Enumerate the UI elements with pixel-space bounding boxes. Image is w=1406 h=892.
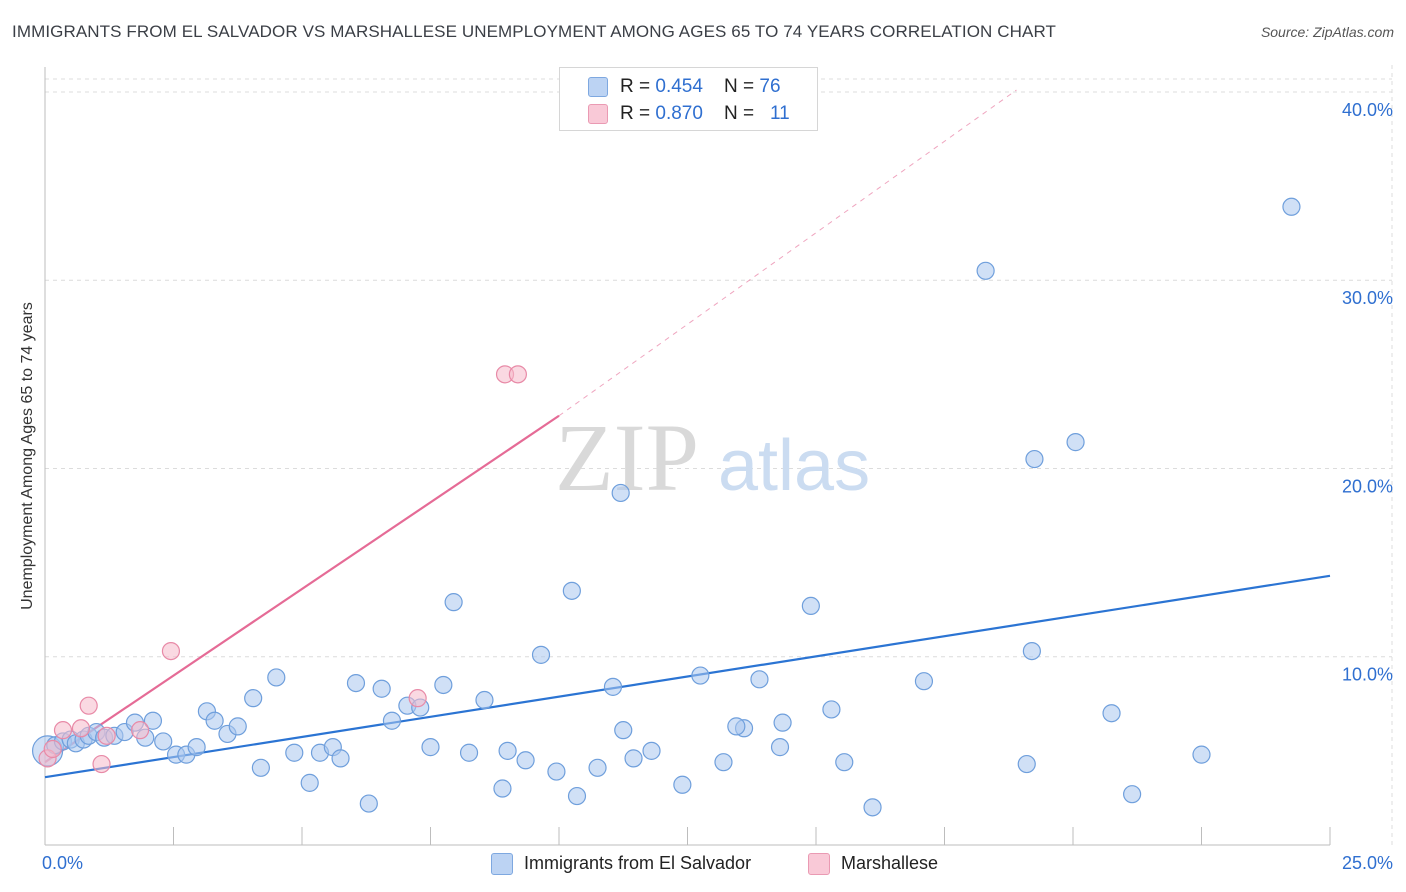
watermark: ZIP atlas [555,404,870,511]
point-el-salvador [251,758,270,777]
point-el-salvador [567,786,587,806]
scatter-points [31,197,1301,817]
point-el-salvador [1025,449,1044,469]
point-el-salvador [382,711,402,730]
bottom-legend-label: Marshallese [841,853,939,873]
axes [44,67,1331,846]
trend-line-el-salvador [44,574,1331,779]
bottom-legend-swatch-blue [491,853,513,875]
point-marshallese [130,721,150,740]
legend-swatch-pink [588,104,608,124]
point-marshallese [79,696,98,715]
point-el-salvador [516,751,535,770]
point-el-salvador [914,672,934,691]
point-marshallese [71,719,91,738]
legend-n-label: N = [724,76,760,97]
point-el-salvador [205,711,224,730]
legend-r-value: 0.454 [655,76,703,97]
chart-title: IMMIGRANTS FROM EL SALVADOR VS MARSHALLE… [12,22,1057,41]
bottom-legend-swatch-pink [808,853,830,875]
point-el-salvador [611,483,630,503]
point-el-salvador [822,700,841,719]
y-tick-label: 30.0% [1342,288,1393,308]
y-tick-label: 10.0% [1342,665,1393,685]
trend-line-marshallese [44,414,560,764]
point-el-salvador [228,717,247,736]
point-el-salvador [267,668,286,687]
point-el-salvador [727,717,746,736]
point-el-salvador [498,741,517,760]
point-el-salvador [673,775,692,794]
point-el-salvador [1192,745,1211,764]
point-el-salvador [1017,754,1036,774]
point-marshallese [161,641,181,661]
point-marshallese [92,754,111,774]
point-el-salvador [143,711,163,730]
point-el-salvador [835,753,854,772]
trend-lines [44,89,1331,779]
point-el-salvador [346,673,366,693]
point-el-salvador [976,261,995,280]
point-el-salvador [691,666,710,685]
x-tick-label: 25.0% [1342,853,1393,873]
point-el-salvador [154,732,173,751]
watermark-atlas: atlas [718,426,870,506]
point-el-salvador [801,596,820,616]
y-tick-label: 40.0% [1342,100,1393,120]
legend-n-value: 11 [769,103,790,124]
point-el-salvador [624,749,643,768]
legend-swatch-blue [588,77,608,97]
tick-labels: 10.0% 20.0% 30.0% 40.0% 0.0% 25.0% [42,100,1393,873]
point-marshallese [53,721,73,740]
point-el-salvador [614,721,633,740]
point-marshallese [508,365,527,384]
point-el-salvador [531,645,551,664]
point-el-salvador [603,677,623,696]
point-el-salvador [1102,704,1121,723]
legend-r-label: R = [620,76,656,97]
point-marshallese [43,739,62,759]
point-el-salvador [359,794,378,813]
point-el-salvador [547,762,566,781]
point-marshallese [408,689,427,708]
y-tick-label: 20.0% [1342,476,1393,496]
point-el-salvador [421,738,440,757]
grid-lines [45,65,1393,845]
point-el-salvador [863,798,882,817]
point-el-salvador [459,743,479,762]
point-el-salvador [1022,641,1041,661]
point-el-salvador [331,749,350,768]
point-el-salvador [642,741,661,760]
point-el-salvador [588,758,607,777]
legend-n-label: N = [724,103,760,124]
point-el-salvador [285,743,304,762]
point-el-salvador [773,713,792,732]
y-axis-label: Unemployment Among Ages 65 to 74 years [19,302,36,610]
legend-r-label: R = [620,103,656,124]
point-el-salvador [434,675,453,695]
point-el-salvador [750,670,769,689]
point-el-salvador [244,689,263,708]
point-el-salvador [475,690,494,710]
point-el-salvador [444,593,463,612]
point-el-salvador [493,779,512,798]
source-label: Source: ZipAtlas.com [1260,24,1394,40]
point-el-salvador [1282,197,1301,216]
legend-r-value: 0.870 [655,103,703,124]
point-el-salvador [1066,433,1085,452]
point-el-salvador [562,581,581,600]
point-el-salvador [187,738,206,757]
point-marshallese [97,726,116,745]
trend-line-marshallese-extension [558,89,1017,417]
legend: R = 0.454 N = 76 R = 0.870 N = 11 [559,67,818,131]
x-tick-label: 0.0% [42,853,83,873]
point-el-salvador [770,738,790,757]
point-el-salvador [372,679,391,698]
point-el-salvador [300,773,319,792]
point-el-salvador [1123,785,1142,804]
point-el-salvador [714,753,733,772]
bottom-legend-label: Immigrants from El Salvador [524,853,752,873]
legend-n-value: 76 [759,76,781,97]
